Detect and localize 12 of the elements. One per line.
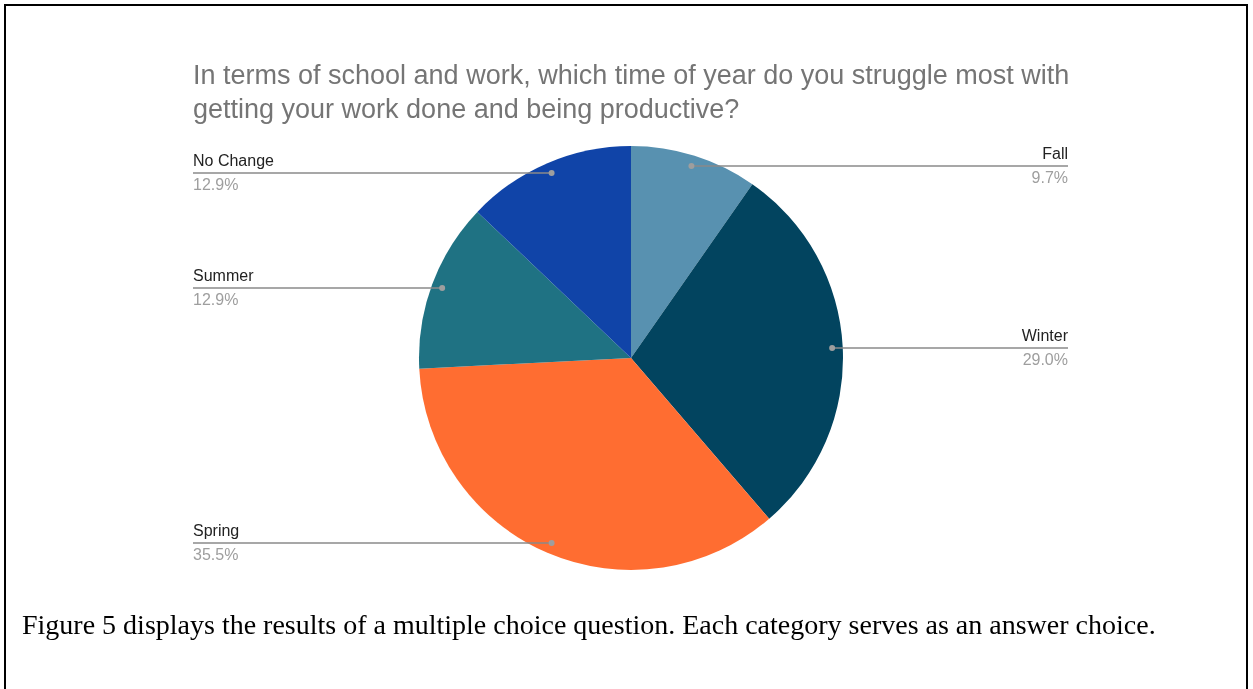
data-label: 12.9%: [193, 291, 239, 309]
slice-label: Winter: [1021, 327, 1069, 345]
caption: Figure 5 displays the results of a multiple choice question. Each category serves as an answer choice.: [22, 608, 1157, 641]
data-label: 9.7%: [1031, 169, 1068, 187]
slice-label: No Change: [193, 152, 275, 170]
slice-label: Fall: [1042, 145, 1068, 163]
data-label: 12.9%: [193, 176, 239, 194]
data-label: 29.0%: [1022, 351, 1068, 369]
slice-label: Spring: [193, 522, 240, 540]
chart-title: In terms of school and work, which time of year do you struggle most with getting your work done and being productive?: [193, 59, 1071, 126]
slice-label: Summer: [193, 267, 255, 285]
data-label: 35.5%: [193, 546, 239, 564]
